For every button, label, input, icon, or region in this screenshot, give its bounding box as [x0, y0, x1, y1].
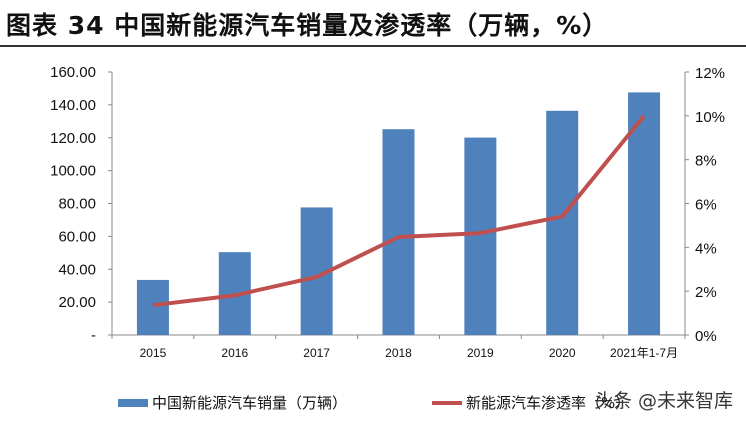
- x-tick-label: 2015: [140, 346, 167, 360]
- watermark: 头条 @未来智库: [594, 390, 734, 412]
- left-tick-label: -: [91, 327, 96, 344]
- x-tick-label: 2018: [385, 346, 412, 360]
- legend-item-sales: 中国新能源汽车销量（万辆）: [118, 392, 347, 413]
- bar-2021年1-7月: [628, 92, 661, 335]
- legend-item-penetration: 新能源汽车渗透率（%）: [432, 392, 630, 413]
- left-tick-label: 160.00: [50, 64, 96, 81]
- legend-swatch-bar: [118, 398, 148, 407]
- left-tick-label: 120.00: [50, 130, 96, 147]
- right-tick-label: 12%: [695, 65, 725, 82]
- x-tick-label: 2019: [467, 346, 494, 360]
- title-divider: [0, 45, 746, 47]
- bar-2019: [464, 137, 497, 335]
- left-tick-label: 140.00: [50, 97, 96, 114]
- bar-2015: [136, 279, 169, 335]
- left-tick-label: 100.00: [50, 163, 96, 180]
- legend-label-penetration: 新能源汽车渗透率（%）: [466, 394, 631, 412]
- right-tick-label: 6%: [695, 197, 717, 214]
- left-tick-label: 40.00: [58, 261, 96, 278]
- right-tick-label: 4%: [695, 240, 717, 257]
- legend-label-sales: 中国新能源汽车销量（万辆）: [152, 394, 348, 412]
- x-tick-label: 2017: [303, 346, 330, 360]
- right-tick-label: 2%: [695, 284, 717, 301]
- right-tick-label: 0%: [695, 328, 717, 345]
- right-tick-label: 10%: [695, 109, 725, 126]
- left-tick-label: 20.00: [58, 294, 96, 311]
- legend-swatch-line: [432, 400, 462, 405]
- x-tick-label: 2021年1-7月: [610, 346, 678, 360]
- bar-2020: [546, 110, 579, 335]
- left-tick-label: 60.00: [58, 228, 96, 245]
- chart-title: 图表 34 中国新能源汽车销量及渗透率（万辆，%）: [6, 11, 609, 40]
- right-tick-label: 8%: [695, 153, 717, 170]
- left-tick-label: 80.00: [58, 196, 96, 213]
- x-tick-label: 2020: [549, 346, 576, 360]
- bar-2018: [382, 129, 415, 335]
- x-tick-label: 2016: [221, 346, 248, 360]
